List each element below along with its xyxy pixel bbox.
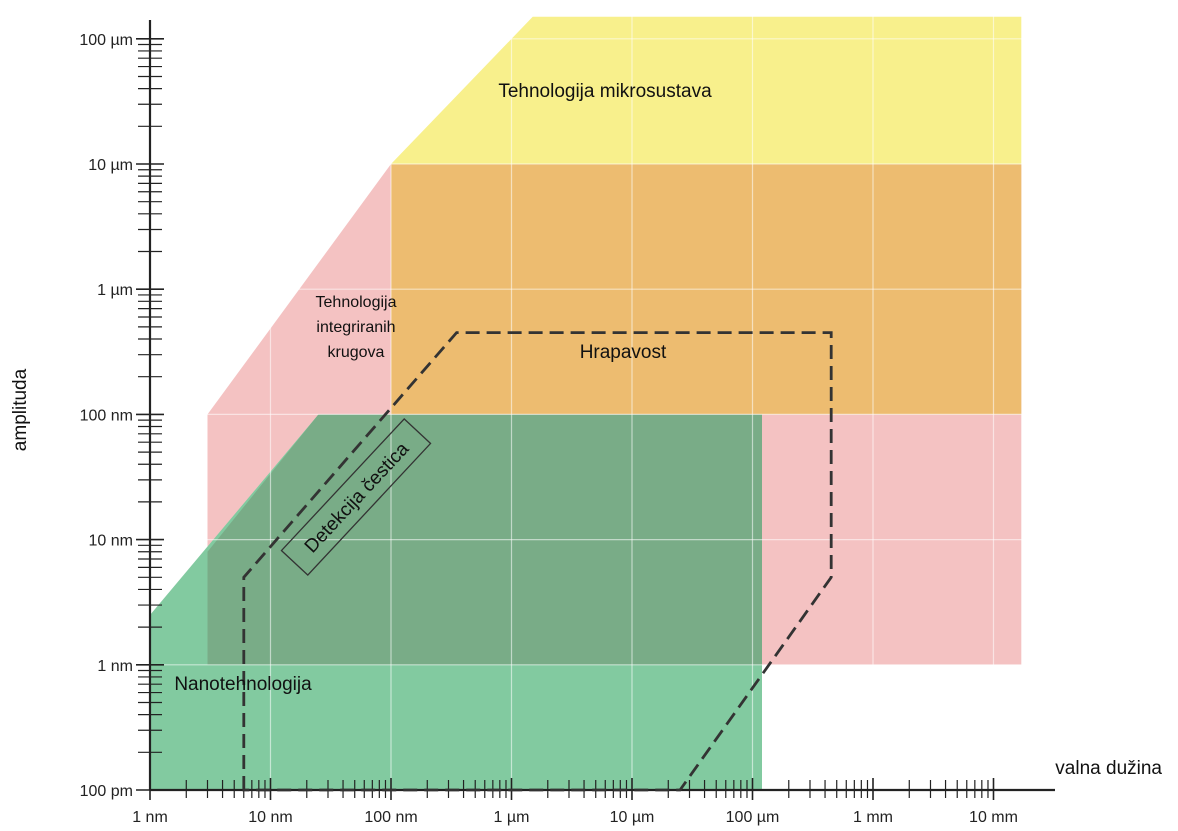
label-frame xyxy=(280,417,432,577)
region-label-tehnologija-integriranih-krugova: krugova xyxy=(328,344,385,361)
region-tehnologija-mikrosustava xyxy=(391,16,1022,164)
region-label-tehnologija-integriranih-krugova: integriranih xyxy=(316,319,395,336)
x-tick-label: 1 nm xyxy=(132,809,168,826)
x-tick-label: 10 mm xyxy=(969,809,1018,826)
region-label-tehnologija-integriranih-krugova: Tehnologija xyxy=(316,294,397,311)
y-tick-label: 100 µm xyxy=(79,32,133,49)
x-axis-title: valna dužina xyxy=(1055,758,1162,779)
region-label-hrapavost: Hrapavost xyxy=(580,342,667,363)
region-detekcija-cestica xyxy=(242,331,833,792)
y-axis-title: amplituda xyxy=(10,368,31,451)
region-label-tehnologija-mikrosustava: Tehnologija mikrosustava xyxy=(498,81,712,102)
x-tick-label: 10 µm xyxy=(610,809,655,826)
y-tick-label: 1 µm xyxy=(97,282,133,299)
y-tick-label: 1 nm xyxy=(97,658,133,675)
x-tick-label: 1 mm xyxy=(853,809,893,826)
dashed-layer xyxy=(242,331,833,792)
region-label-nanotehnologija: Nanotehnologija xyxy=(174,674,312,695)
x-tick-label: 10 nm xyxy=(248,809,292,826)
y-tick-label: 10 nm xyxy=(89,533,133,550)
x-tick-label: 1 µm xyxy=(494,809,530,826)
y-tick-label: 10 µm xyxy=(88,157,133,174)
x-tick-label: 100 µm xyxy=(726,809,780,826)
y-tick-label: 100 pm xyxy=(80,783,133,800)
x-tick-label: 100 nm xyxy=(364,809,417,826)
y-tick-label: 100 nm xyxy=(80,407,133,424)
grid-layer xyxy=(150,10,1032,790)
